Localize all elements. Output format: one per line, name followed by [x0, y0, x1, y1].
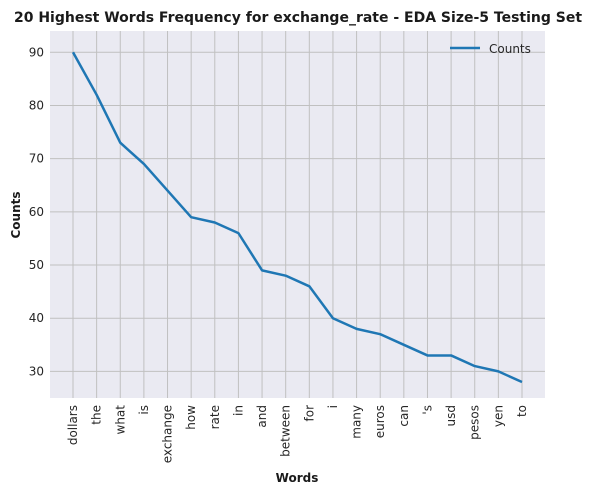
x-tick-label: and: [255, 405, 269, 428]
x-tick-label: how: [184, 405, 198, 430]
x-tick-label: is: [137, 405, 151, 415]
x-tick-label: can: [397, 405, 411, 427]
plot-area: [50, 31, 545, 398]
y-tick-label: 90: [29, 45, 44, 59]
y-tick-label: 70: [29, 152, 44, 166]
x-tick-label: i: [326, 405, 340, 408]
x-tick-label: pesos: [468, 405, 482, 440]
y-tick-label: 80: [29, 98, 44, 112]
x-tick-label: euros: [373, 405, 387, 438]
legend: Counts: [450, 42, 531, 56]
y-gridlines: [50, 51, 545, 372]
x-tick-label: to: [515, 405, 529, 417]
x-axis-label: Words: [276, 471, 319, 485]
x-tick-label: rate: [208, 405, 222, 429]
y-tick-label: 60: [29, 205, 44, 219]
chart-title: 20 Highest Words Frequency for exchange_…: [14, 10, 582, 26]
y-axis-label: Counts: [9, 191, 23, 238]
x-tick-label: yen: [491, 405, 505, 427]
x-tick-label: in: [231, 405, 245, 416]
x-tick-label: between: [279, 405, 293, 457]
x-gridlines: [72, 31, 523, 398]
x-axis-ticks: dollars the what is exchange how rate in and betw…: [66, 405, 529, 464]
x-tick-label: 's: [420, 405, 434, 415]
x-tick-label: the: [90, 405, 104, 425]
y-tick-label: 50: [29, 258, 44, 272]
legend-label: Counts: [489, 42, 531, 56]
series-line-counts: [71, 51, 523, 384]
x-tick-label: for: [302, 405, 316, 422]
y-tick-label: 30: [29, 364, 44, 378]
x-tick-label: many: [350, 405, 364, 439]
y-axis-ticks: 30 40 50 60 70 80 90: [29, 45, 44, 378]
x-tick-label: usd: [444, 405, 458, 426]
x-tick-label: dollars: [66, 405, 80, 445]
y-tick-label: 40: [29, 311, 44, 325]
x-tick-label: exchange: [161, 405, 175, 463]
x-tick-label: what: [113, 405, 127, 435]
